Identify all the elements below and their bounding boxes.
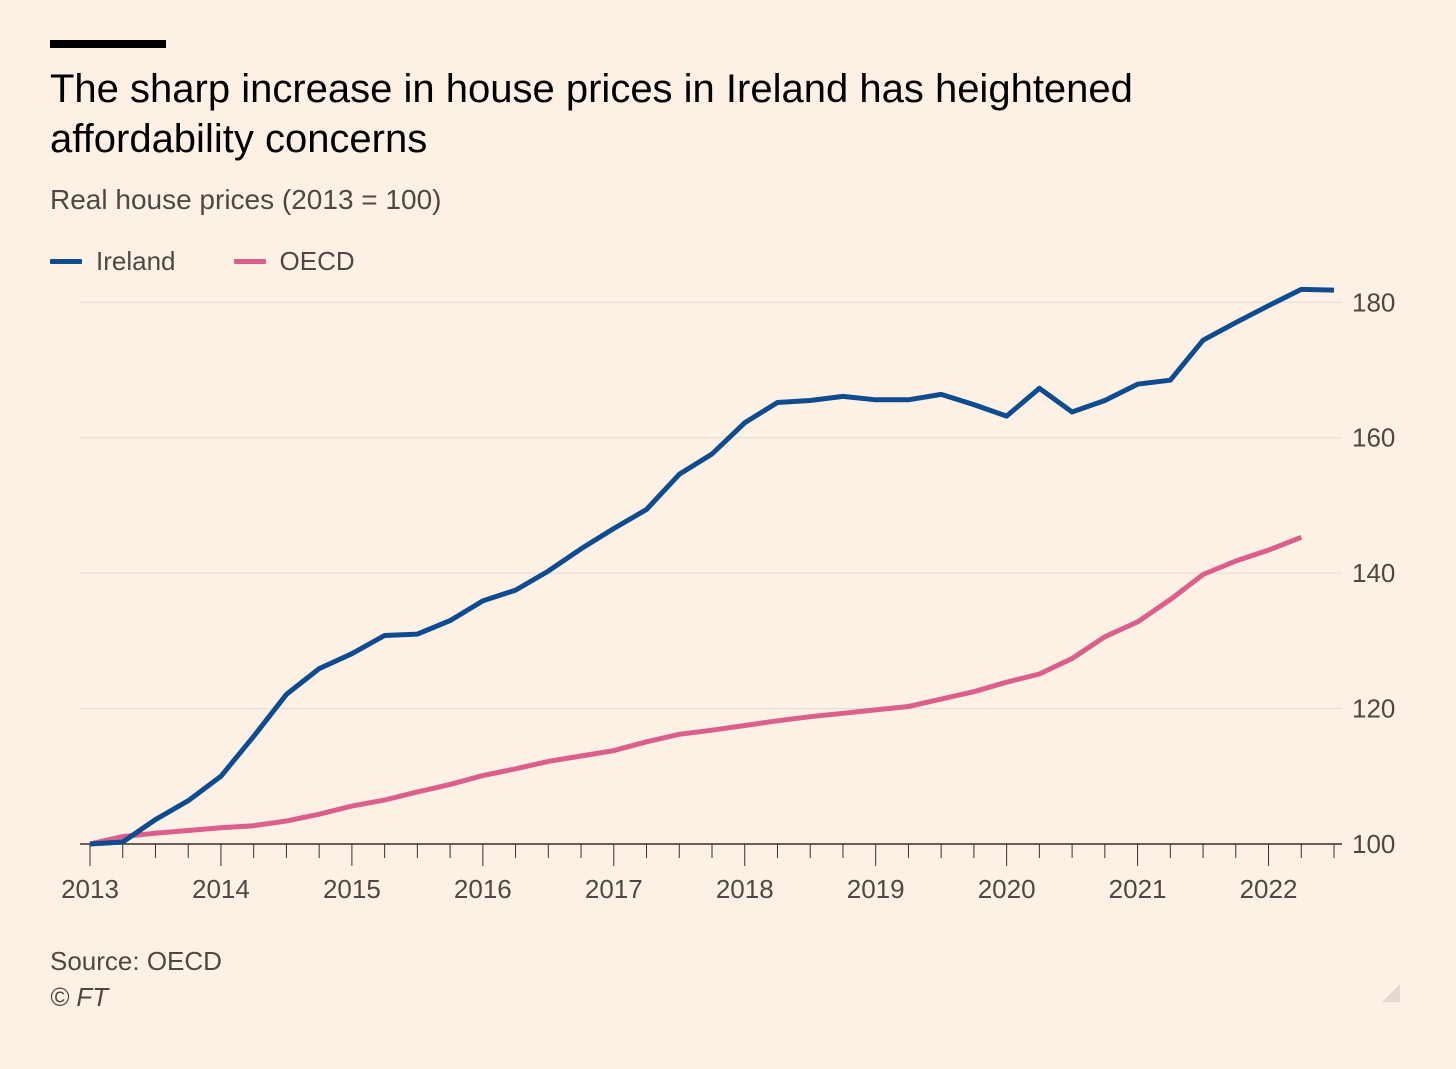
chart-subtitle: Real house prices (2013 = 100) <box>50 184 442 215</box>
y-tick-label-180: 180 <box>1352 287 1395 317</box>
legend-swatch-ireland <box>50 259 82 264</box>
x-tick-label-2019: 2019 <box>847 874 905 904</box>
x-tick-label-2015: 2015 <box>323 874 381 904</box>
series-line-oecd <box>89 534 1303 847</box>
legend-swatch-oecd <box>233 259 266 264</box>
x-tick-label-2013: 2013 <box>61 874 119 904</box>
legend-label-ireland: Ireland <box>96 246 176 276</box>
copyright-note: © FT <box>50 982 109 1012</box>
y-tick-label-100: 100 <box>1352 829 1395 859</box>
x-tick-label-2014: 2014 <box>192 874 250 904</box>
y-tick-label-160: 160 <box>1352 423 1395 453</box>
source-note: Source: OECD <box>50 946 222 976</box>
x-tick-label-2016: 2016 <box>454 874 512 904</box>
legend: Ireland OECD <box>50 246 413 277</box>
x-tick-label-2018: 2018 <box>716 874 774 904</box>
x-tick-label-2021: 2021 <box>1109 874 1167 904</box>
chart-title: The sharp increase in house prices in Ir… <box>50 67 1133 161</box>
legend-item-oecd: OECD <box>233 246 355 277</box>
y-tick-label-140: 140 <box>1352 558 1395 588</box>
legend-item-ireland: Ireland <box>50 246 176 277</box>
top-rule <box>50 40 166 48</box>
x-tick-label-2022: 2022 <box>1240 874 1298 904</box>
x-tick-label-2017: 2017 <box>585 874 643 904</box>
x-tick-label-2020: 2020 <box>978 874 1036 904</box>
legend-label-oecd: OECD <box>279 246 355 276</box>
resize-corner-icon <box>1382 984 1400 1002</box>
y-tick-label-120: 120 <box>1352 694 1395 724</box>
series-line-ireland <box>89 286 1335 847</box>
